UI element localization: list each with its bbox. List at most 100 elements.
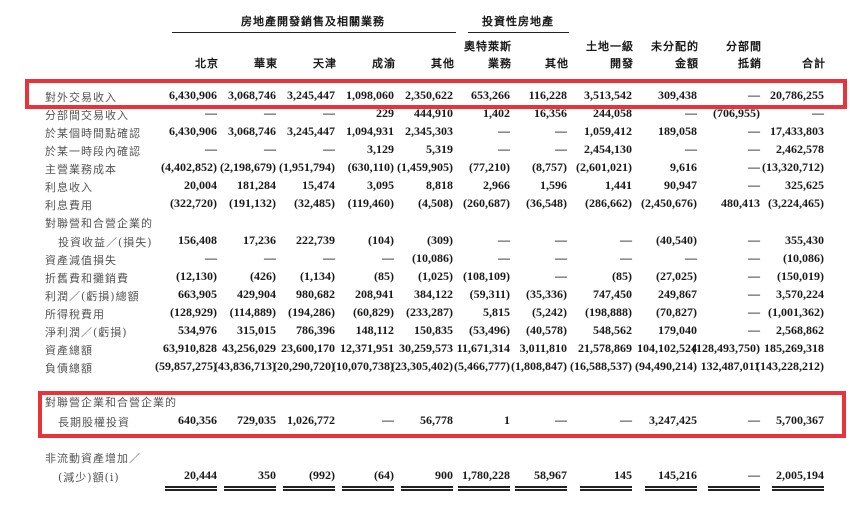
table-cell: (1,025)	[418, 269, 453, 283]
table-cell: (94,490,214)	[635, 359, 697, 373]
table-cell: 249,867	[658, 287, 697, 301]
table-cell: 1,780,228	[462, 468, 510, 482]
table-cell: 3,129	[367, 142, 394, 156]
table-cell: (59,857,275)	[155, 359, 217, 373]
table-cell: 156,408	[178, 233, 217, 247]
table-cell: 355,430	[785, 233, 824, 247]
table-cell: —	[555, 251, 567, 265]
table-cell: —	[748, 124, 760, 138]
table-cell: (5,466,777)	[454, 359, 510, 373]
row-label: 利潤／(虧損)總額	[45, 290, 140, 303]
table-cell: (36,548)	[526, 196, 567, 210]
table-cell: 12,371,951	[340, 341, 394, 355]
table-cell: —	[685, 251, 697, 265]
table-cell: (40,578)	[526, 323, 567, 337]
table-cell: —	[748, 178, 760, 192]
table-cell: 3,247,425	[649, 413, 697, 427]
table-cell: 229	[376, 106, 394, 120]
table-cell: 315,015	[237, 323, 276, 337]
table-cell: 640,356	[178, 413, 217, 427]
table-cell: —	[748, 468, 760, 482]
table-cell: (32,485)	[294, 196, 335, 210]
table-cell: —	[555, 142, 567, 156]
table-cell: 145,216	[658, 468, 697, 482]
row-label: (減少)額(i)	[58, 471, 120, 484]
table-cell: —	[812, 106, 824, 120]
double-underline	[645, 486, 697, 491]
table-cell: 3,011,810	[519, 341, 567, 355]
table-cell: 1	[504, 413, 510, 427]
row-label: 所得稅費用	[45, 308, 105, 321]
table-cell: 6,430,906	[169, 88, 217, 102]
table-cell: —	[498, 233, 510, 247]
row-label: 長期股權投資	[58, 416, 130, 429]
table-cell: 900	[435, 468, 453, 482]
table-cell: 20,004	[184, 178, 217, 192]
table-cell: —	[748, 323, 760, 337]
table-cell: 1,441	[605, 178, 632, 192]
table-cell: (60,829)	[353, 305, 394, 319]
table-cell: 3,513,542	[584, 88, 632, 102]
table-cell: (128,493,750)	[692, 341, 760, 355]
table-cell: (23,305,402)	[391, 359, 453, 373]
table-cell: 3,068,746	[228, 124, 276, 138]
table-cell: —	[555, 124, 567, 138]
table-cell: 16,356	[534, 106, 567, 120]
table-cell: 1,026,772	[287, 413, 335, 427]
table-cell: 21,578,869	[578, 341, 632, 355]
table-cell: 1,596	[540, 178, 567, 192]
table-cell: 3,095	[367, 178, 394, 192]
table-cell: (233,287)	[406, 305, 453, 319]
table-cell: 11,671,314	[456, 341, 510, 355]
table-cell: (85)	[612, 269, 632, 283]
table-cell: —	[323, 106, 335, 120]
table-cell: —	[205, 251, 217, 265]
table-cell: (992)	[309, 468, 335, 482]
table-cell: 325,625	[785, 178, 824, 192]
table-cell: (12,130)	[176, 269, 217, 283]
table-cell: 3,068,746	[228, 88, 276, 102]
table-cell: 444,910	[414, 106, 453, 120]
table-cell: 480,413	[721, 196, 760, 210]
table-cell: 2,345,303	[405, 124, 453, 138]
table-cell: (16,588,537)	[570, 359, 632, 373]
table-cell: (309)	[427, 233, 453, 247]
table-cell: (104)	[368, 233, 394, 247]
row-label: 對聯營和合營企業的	[45, 217, 153, 230]
table-cell: (3,224,465)	[768, 196, 824, 210]
table-cell: —	[498, 142, 510, 156]
table-cell: 43,256,029	[222, 341, 276, 355]
column-header: 成渝	[372, 57, 396, 70]
table-cell: 17,236	[243, 233, 276, 247]
table-cell: —	[748, 88, 760, 102]
table-cell: 58,967	[534, 468, 567, 482]
row-label: 對外交易收入	[45, 91, 117, 104]
table-cell: 222,739	[296, 233, 335, 247]
table-cell: (2,601,021)	[576, 160, 632, 174]
column-header: 華東	[254, 57, 278, 70]
table-cell: —	[555, 233, 567, 247]
table-cell: —	[748, 287, 760, 301]
table-cell: 23,600,170	[281, 341, 335, 355]
table-cell: (143,228,212)	[756, 359, 824, 373]
group-header-property: 房地產開發銷售及相關業務	[241, 15, 385, 28]
table-cell: (108,109)	[463, 269, 510, 283]
column-header: 其他	[545, 57, 569, 70]
row-label: 於某一時段內確認	[45, 145, 141, 158]
double-underline	[708, 486, 760, 491]
table-cell: 2,454,130	[584, 142, 632, 156]
table-cell: 786,396	[296, 323, 335, 337]
table-cell: (77,210)	[469, 160, 510, 174]
table-cell: 663,905	[178, 287, 217, 301]
table-cell: 2,005,194	[776, 468, 824, 482]
table-cell: (128,929)	[170, 305, 217, 319]
table-cell: (10,086)	[412, 251, 453, 265]
table-cell: (706,955)	[713, 106, 760, 120]
table-cell: (85)	[374, 269, 394, 283]
table-cell: 145	[614, 468, 632, 482]
double-underline	[772, 486, 824, 491]
table-cell: 56,778	[420, 413, 453, 427]
table-cell: 116,228	[528, 88, 567, 102]
table-cell: 185,269,318	[764, 341, 824, 355]
table-cell: 17,433,803	[770, 124, 824, 138]
